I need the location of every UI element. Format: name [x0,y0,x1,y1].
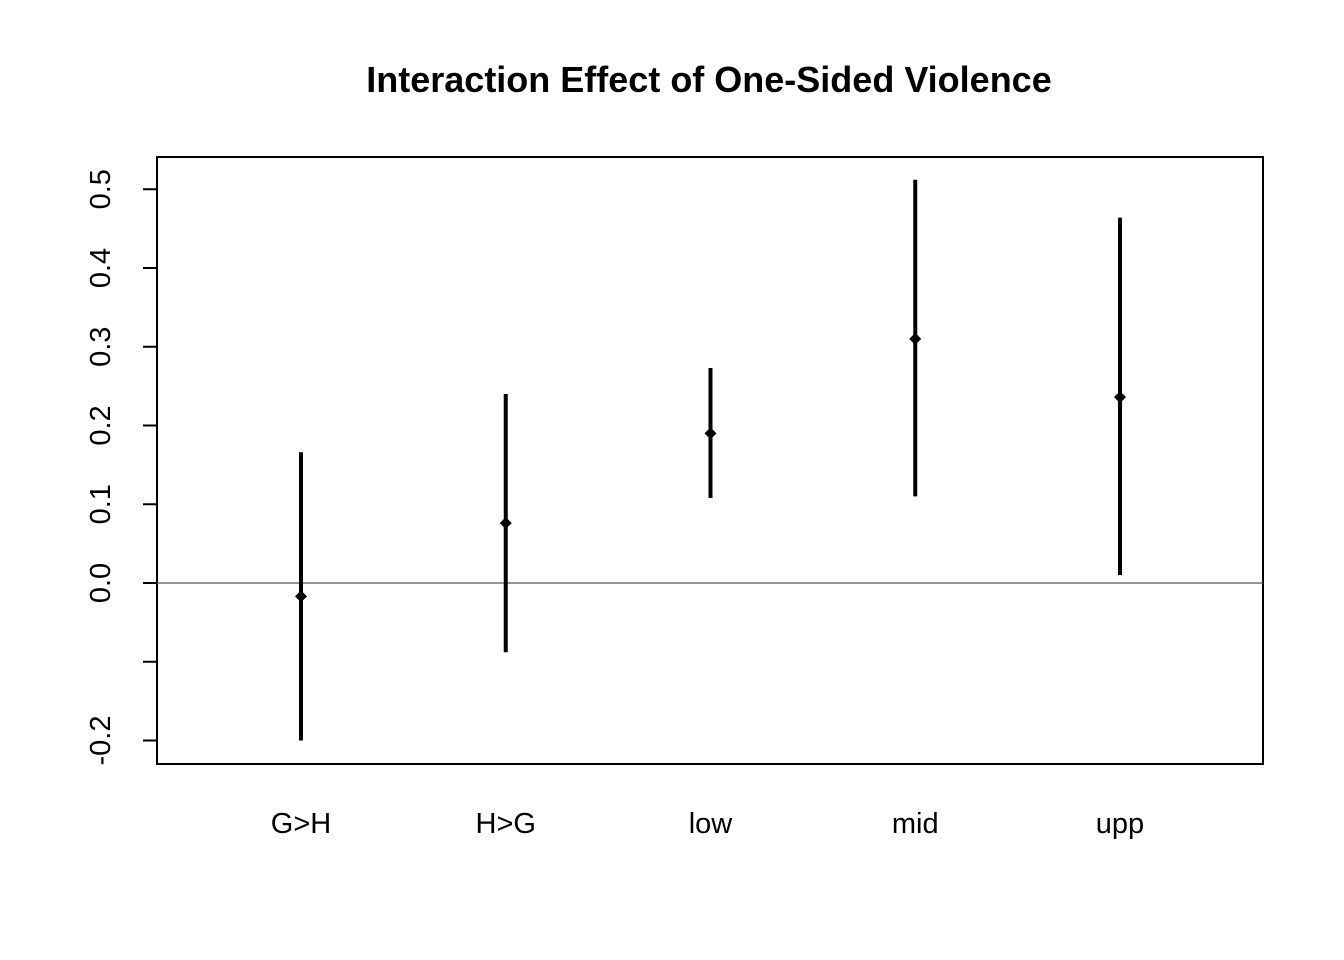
y-tick-label: -0.2 [85,716,117,766]
y-axis: -0.2 0.0 0.1 0.2 0.3 0.4 0.5 [85,169,158,766]
point-estimate-0 [295,590,307,603]
x-tick-label: H>G [476,808,536,840]
y-tick-label: 0.4 [85,248,117,288]
error-bar-marks [295,179,1126,741]
x-tick-label: low [689,808,734,840]
point-estimate-3 [909,332,922,345]
y-tick-label: 0.5 [85,169,117,209]
point-estimate-2 [704,427,717,440]
point-estimate-4 [1114,391,1126,404]
x-tick-label: upp [1096,808,1144,840]
x-tick-label: G>H [271,808,331,840]
point-estimate-1 [499,517,512,530]
x-axis-labels: G>H H>G low mid upp [271,808,1144,840]
chart-title: Interaction Effect of One-Sided Violence [366,59,1051,100]
y-tick-label: 0.3 [85,327,117,367]
x-tick-label: mid [892,808,939,840]
y-tick-label: 0.2 [85,405,117,445]
y-tick-label: 0.1 [85,484,117,524]
y-tick-label: 0.0 [85,563,117,603]
